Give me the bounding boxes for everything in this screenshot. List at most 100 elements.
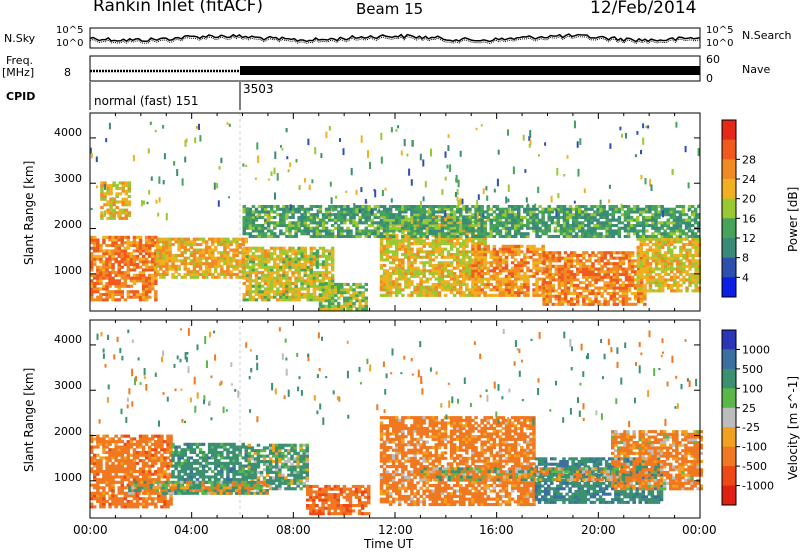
heatmap-cell <box>195 275 200 279</box>
heatmap-cell <box>105 249 109 253</box>
heatmap-cell <box>507 293 512 297</box>
heatmap-cell <box>251 213 256 217</box>
heatmap-cell <box>548 264 552 268</box>
heatmap-cell <box>682 243 686 247</box>
heatmap-cell <box>477 207 481 211</box>
heatmap-cell <box>245 290 250 294</box>
heatmap-cell <box>114 282 118 286</box>
heatmap-cell <box>538 226 542 230</box>
heatmap-cell <box>568 224 573 228</box>
heatmap-cell <box>388 250 393 254</box>
heatmap-cell <box>640 174 643 180</box>
heatmap-cell <box>419 224 423 228</box>
heatmap-cell <box>688 267 692 271</box>
heatmap-cell <box>642 137 645 145</box>
heatmap-cell <box>582 294 586 298</box>
heatmap-cell <box>327 307 332 311</box>
heatmap-cell <box>349 210 353 214</box>
heatmap-cell <box>654 240 659 244</box>
heatmap-cell <box>431 263 436 267</box>
heatmap-cell <box>211 262 215 266</box>
heatmap-cell <box>425 285 429 289</box>
heatmap-cell <box>538 253 542 257</box>
heatmap-cell <box>151 241 155 245</box>
heatmap-cell <box>440 226 445 230</box>
heatmap-cell <box>120 252 124 256</box>
heatmap-cell <box>510 226 515 230</box>
heatmap-cell <box>560 297 565 301</box>
heatmap-cell <box>673 283 677 287</box>
heatmap-cell <box>312 226 317 230</box>
heatmap-cell <box>449 229 454 233</box>
heatmap-cell <box>189 251 194 255</box>
heatmap-cell <box>434 285 439 289</box>
heatmap-cell <box>156 259 160 263</box>
heatmap-cell <box>572 259 577 263</box>
heatmap-cell <box>608 232 612 236</box>
heatmap-cell <box>141 257 146 261</box>
heatmap-cell <box>141 243 146 247</box>
heatmap-cell <box>434 221 439 225</box>
heatmap-cell <box>474 229 478 233</box>
heatmap-cell <box>248 257 253 261</box>
heatmap-cell <box>242 210 246 214</box>
heatmap-cell <box>154 271 158 275</box>
heatmap-cell <box>480 234 484 238</box>
heatmap-cell <box>413 288 417 292</box>
heatmap-cell <box>523 253 527 257</box>
heatmap-cell <box>483 242 487 246</box>
heatmap-cell <box>446 239 451 243</box>
heatmap-cell <box>425 288 429 292</box>
heatmap-cell <box>526 293 530 297</box>
heatmap-cell <box>315 260 320 264</box>
heatmap-cell <box>581 224 585 228</box>
heatmap-cell <box>675 210 680 214</box>
heatmap-cell <box>480 280 484 284</box>
heatmap-cell <box>401 210 405 214</box>
heatmap-cell <box>263 207 268 211</box>
heatmap-cell <box>437 280 442 284</box>
heatmap-cell <box>670 286 674 290</box>
heatmap-cell <box>288 229 292 233</box>
heatmap-cell <box>562 226 567 230</box>
heatmap-cell <box>462 244 466 248</box>
heatmap-cell <box>254 218 259 222</box>
heatmap-cell <box>343 296 347 300</box>
heatmap-cell <box>681 232 686 236</box>
heatmap-cell <box>201 270 206 274</box>
heatmap-cell <box>248 234 253 238</box>
heatmap-cell <box>585 302 589 306</box>
heatmap-cell <box>419 255 423 259</box>
heatmap-cell <box>585 259 589 263</box>
heatmap-cell <box>398 258 402 262</box>
heatmap-cell <box>609 283 613 287</box>
heatmap-cell <box>204 262 209 266</box>
heatmap-cell <box>477 285 481 289</box>
heatmap-cell <box>306 292 310 296</box>
heatmap-cell <box>183 256 187 260</box>
heatmap-cell <box>180 262 184 266</box>
heatmap-cell <box>211 275 215 279</box>
heatmap-cell <box>337 210 341 214</box>
heatmap-cell <box>571 224 576 228</box>
heatmap-cell <box>670 267 674 271</box>
heatmap-cell <box>615 286 620 290</box>
heatmap-cell <box>254 254 259 258</box>
heatmap-cell <box>266 295 271 299</box>
heatmap-cell <box>565 207 570 211</box>
heatmap-cell <box>523 263 527 267</box>
heatmap-cell <box>141 273 146 277</box>
heatmap-cell <box>220 251 224 255</box>
heatmap-cell <box>315 271 320 275</box>
heatmap-cell <box>657 253 662 257</box>
heatmap-cell <box>343 234 347 238</box>
heatmap-cell <box>434 236 439 240</box>
heatmap-cell <box>510 288 515 292</box>
heatmap-cell <box>407 258 411 262</box>
heatmap-cell <box>425 236 429 240</box>
heatmap-cell <box>306 210 310 214</box>
heatmap-cell <box>154 290 158 294</box>
heatmap-cell <box>144 263 149 267</box>
heatmap-cell <box>444 210 447 218</box>
heatmap-cell <box>446 214 451 218</box>
